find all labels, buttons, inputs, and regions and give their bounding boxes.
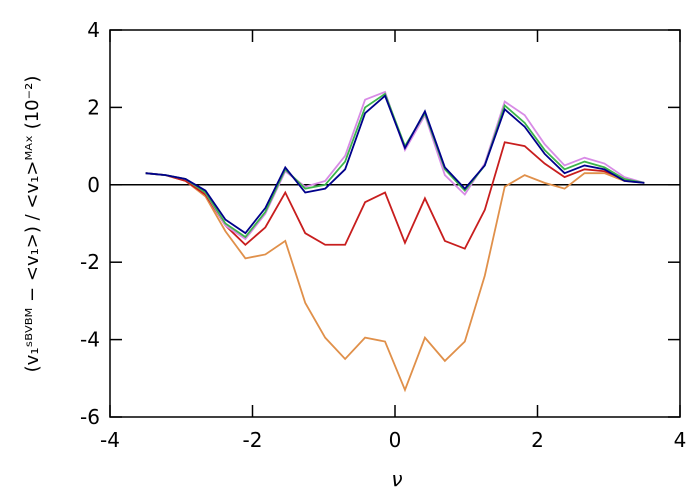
y-tick-label: 4 — [87, 18, 100, 42]
y-axis-label: (v₁ˢᴮⱽᴮᴹ − <v₁>) / <v₁>ᴹᴬˣ (10⁻²) — [22, 76, 43, 373]
y-tick-label: -6 — [80, 405, 100, 429]
x-tick-label: 0 — [389, 428, 402, 452]
x-axis-label: ν — [391, 467, 402, 491]
y-tick-label: 2 — [87, 95, 100, 119]
data-line — [145, 94, 645, 235]
x-tick-label: 2 — [531, 428, 544, 452]
x-tick-label: 4 — [674, 428, 687, 452]
data-line — [145, 172, 645, 393]
x-tick-label: -4 — [100, 428, 120, 452]
x-tick-label: -2 — [243, 428, 263, 452]
y-tick-label: -4 — [80, 328, 100, 352]
y-tick-label: -2 — [80, 250, 100, 274]
data-line — [145, 141, 645, 250]
plot-frame — [109, 29, 681, 418]
y-tick-label: 0 — [87, 173, 100, 197]
